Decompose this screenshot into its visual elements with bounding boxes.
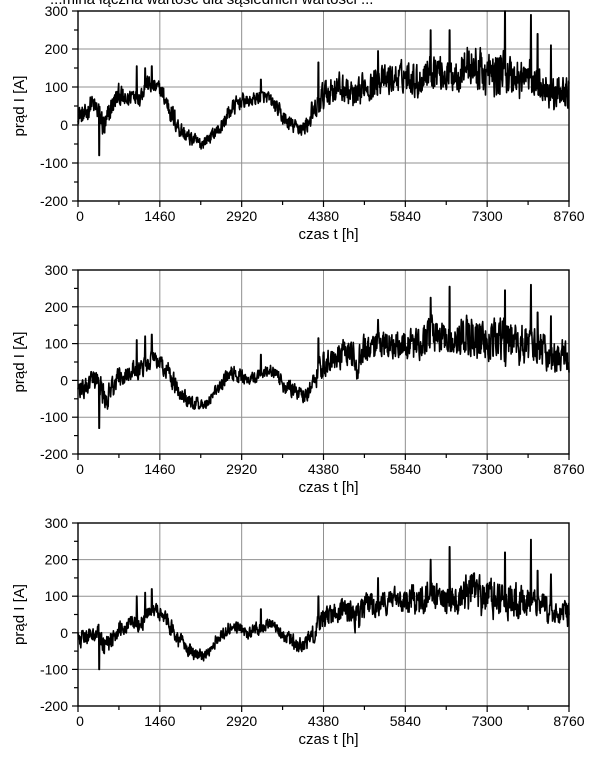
chart-1: 0 1460 2920 4380 5840 7300 8760 300 200 100 0 -100 -… (11, 3, 585, 243)
x-tick-label: 8760 (553, 713, 584, 729)
y-tick-label: 300 (45, 262, 69, 278)
y-tick-label: 100 (45, 79, 69, 95)
x-tick-label: 0 (76, 208, 84, 224)
y-tick-label: 0 (60, 372, 68, 388)
y-tick-label: 300 (45, 3, 69, 19)
y-tick-label: 0 (60, 625, 68, 641)
x-tick-label: 4380 (308, 713, 339, 729)
y-tick-label: 300 (45, 515, 69, 531)
x-tick-label: 2920 (226, 713, 257, 729)
x-tick-label: 0 (76, 713, 84, 729)
y-tick-label: 100 (45, 588, 69, 604)
chart-3: 0 1460 2920 4380 5840 7300 8760 300 200 100 0 -100 -… (11, 515, 585, 748)
series-line-1 (77, 283, 570, 429)
x-tick-label: 1460 (144, 713, 175, 729)
chart-2: 0 1460 2920 4380 5840 7300 8760 300 200 100 0 -100 -… (11, 262, 585, 496)
series-line-1 (77, 10, 570, 157)
x-tick-label: 8760 (553, 461, 584, 477)
y-tick-label: 200 (45, 41, 69, 57)
y-tick-label: -100 (40, 409, 68, 425)
y-tick-label: -200 (40, 446, 68, 462)
y-tick-label: 200 (45, 552, 69, 568)
x-tick-label: 7300 (472, 461, 503, 477)
y-tick-label: -100 (40, 155, 68, 171)
y-axis-label: prąd I [A] (11, 76, 28, 137)
y-tick-label: -100 (40, 661, 68, 677)
x-tick-label: 0 (76, 461, 84, 477)
y-tick-label: 100 (45, 336, 69, 352)
x-tick-label: 8760 (553, 208, 584, 224)
x-tick-label: 4380 (308, 208, 339, 224)
series-line-1 (77, 538, 570, 671)
x-axis-label: czas t [h] (298, 731, 358, 748)
x-tick-label: 1460 (144, 208, 175, 224)
x-tick-label: 7300 (472, 208, 503, 224)
x-tick-label: 5840 (390, 208, 421, 224)
x-axis-label: czas t [h] (298, 479, 358, 496)
y-tick-label: -200 (40, 193, 68, 209)
y-tick-label: 200 (45, 299, 69, 315)
x-axis-label: czas t [h] (298, 226, 358, 243)
x-tick-label: 2920 (226, 208, 257, 224)
x-tick-label: 4380 (308, 461, 339, 477)
x-tick-label: 1460 (144, 461, 175, 477)
x-tick-label: 5840 (390, 713, 421, 729)
y-tick-label: -200 (40, 698, 68, 714)
y-tick-label: 0 (60, 117, 68, 133)
y-axis-label: prąd I [A] (11, 332, 28, 393)
y-axis-label: prąd I [A] (11, 584, 28, 645)
page-caption: ...mina łączna wartość dla sąsiednich wa… (50, 0, 373, 8)
x-tick-label: 2920 (226, 461, 257, 477)
x-tick-label: 7300 (472, 713, 503, 729)
x-tick-label: 5840 (390, 461, 421, 477)
